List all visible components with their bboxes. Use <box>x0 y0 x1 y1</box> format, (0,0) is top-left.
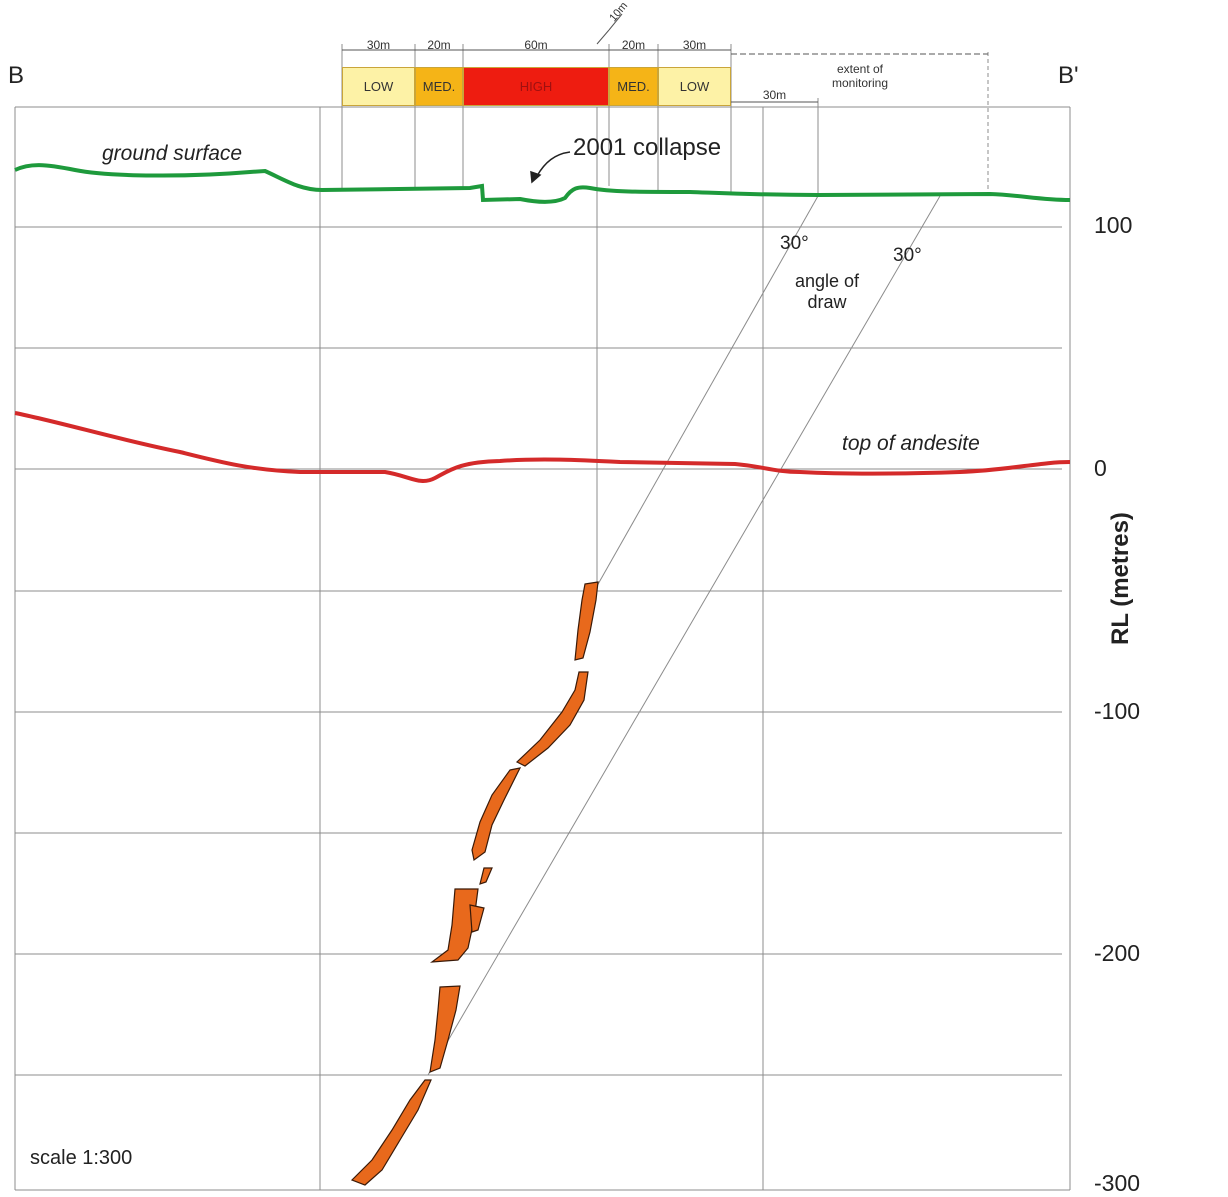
horizontal-gridlines <box>15 226 1062 1076</box>
angle-label: 30° <box>780 233 809 254</box>
risk-zone-medium: MED. <box>415 67 463 106</box>
andesite-label: top of andesite <box>842 432 980 455</box>
collapse-label: 2001 collapse <box>573 134 722 161</box>
monitoring-extent-label: extent of monitoring <box>831 62 889 90</box>
ground-surface-line <box>14 163 1071 204</box>
vertical-gridlines <box>319 107 764 1190</box>
zone-width-label: 30m <box>682 38 707 52</box>
axis-title: RL (metres) <box>1107 512 1134 645</box>
axis-tick-label: 100 <box>1094 212 1133 238</box>
scale-label: scale 1:300 <box>30 1147 133 1169</box>
orebody-stopes <box>350 581 599 1186</box>
collapse-arrow <box>530 151 571 184</box>
risk-zone-low: LOW <box>342 67 415 106</box>
offset-label: 30m <box>762 88 787 102</box>
andesite-line <box>14 411 1071 483</box>
zone-width-label: 20m <box>427 38 451 52</box>
axis-tick-label: -100 <box>1094 698 1141 724</box>
axis-tick-label: 0 <box>1094 455 1107 481</box>
zone-width-label: 20m <box>621 38 646 52</box>
zone-width-label: 30m <box>366 38 391 52</box>
axis-tick-label: -200 <box>1094 940 1141 966</box>
risk-zone-high: HIGH <box>463 67 609 106</box>
ground-surface-label: ground surface <box>102 142 243 165</box>
risk-zone-low: LOW <box>658 67 731 106</box>
dimension-lines <box>342 13 988 103</box>
angle-of-draw-label: angle of draw <box>795 271 860 312</box>
angle-of-draw-lines <box>427 195 941 1076</box>
risk-zone-medium: MED. <box>609 67 658 106</box>
section-start-label: B <box>8 62 25 89</box>
axis-tick-label: -300 <box>1094 1170 1141 1196</box>
zone-width-label: 60m <box>524 38 548 52</box>
angle-label: 30° <box>893 245 922 266</box>
diagram-frame <box>14 106 1071 1191</box>
section-end-label: B' <box>1058 62 1079 89</box>
